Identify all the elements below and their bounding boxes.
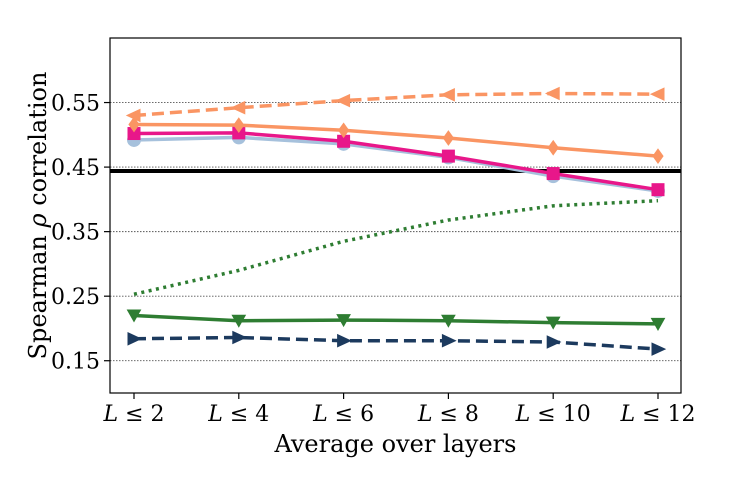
- series-line: [133, 335, 659, 351]
- data-point: [441, 314, 456, 328]
- series-line: [133, 91, 659, 118]
- x-tick-label: L ≤ 4: [207, 402, 269, 427]
- series-green-solid: [126, 309, 666, 331]
- data-point: [230, 100, 246, 115]
- y-tick-label: 0.35: [51, 221, 100, 246]
- series-orange-dashed: [125, 86, 665, 123]
- data-point: [441, 333, 457, 348]
- data-point: [440, 88, 455, 102]
- data-point: [545, 316, 561, 330]
- data-point: [546, 335, 562, 349]
- data-point: [442, 130, 455, 146]
- data-point: [650, 317, 666, 331]
- data-point: [337, 333, 352, 348]
- data-point: [336, 314, 351, 328]
- series-orange-solid: [128, 116, 664, 164]
- series-line: [133, 135, 659, 193]
- data-point: [546, 167, 560, 181]
- data-point: [127, 332, 143, 346]
- y-axis-label: Spearman ρ correlation: [24, 72, 52, 360]
- data-point: [651, 183, 665, 197]
- y-tick-label: 0.55: [51, 92, 100, 117]
- data-point: [231, 314, 247, 328]
- data-point: [545, 86, 560, 101]
- tick-layer: 0.15 0.25 0.35 0.45 0.55 L ≤ 2 L ≤ 4 L ≤ 6 L ≤ 8…: [51, 92, 696, 427]
- x-tick-label: L ≤ 8: [417, 402, 479, 427]
- data-point: [126, 309, 142, 323]
- y-tick-label: 0.25: [51, 285, 100, 310]
- series-line: [133, 313, 659, 326]
- data-point: [441, 149, 455, 163]
- data-point: [337, 122, 350, 139]
- series-line: [133, 131, 659, 192]
- data-point: [125, 108, 141, 123]
- grid-layer: [110, 102, 681, 362]
- data-point: [651, 342, 667, 356]
- x-tick-label: L ≤ 10: [515, 402, 591, 427]
- y-axis-label-prefix: Spearman: [24, 228, 52, 360]
- data-point: [649, 87, 665, 101]
- x-tick-label: L ≤ 6: [312, 402, 374, 427]
- series-navy-dashed: [127, 330, 667, 356]
- data-point: [335, 93, 351, 108]
- series-line: [133, 122, 659, 158]
- x-axis-label: Average over layers: [274, 430, 517, 458]
- x-tick-label: L ≤ 2: [102, 402, 164, 427]
- series-line: [133, 198, 659, 296]
- plot-frame: [109, 37, 682, 394]
- data-point: [233, 117, 245, 133]
- series-green-dotted: [133, 198, 659, 296]
- series-magenta: [127, 126, 665, 197]
- series-layer: [110, 86, 681, 356]
- y-tick-label: 0.15: [51, 350, 100, 375]
- y-axis-label-symbol: ρ: [24, 213, 52, 228]
- y-tick-label: 0.45: [51, 156, 100, 181]
- y-axis-label-suffix: correlation: [24, 72, 52, 214]
- data-point: [232, 330, 247, 345]
- x-tick-label: L ≤ 12: [619, 402, 695, 427]
- data-point: [652, 148, 664, 164]
- series-light-blue: [127, 130, 665, 198]
- data-point: [128, 116, 140, 133]
- data-point: [547, 139, 559, 156]
